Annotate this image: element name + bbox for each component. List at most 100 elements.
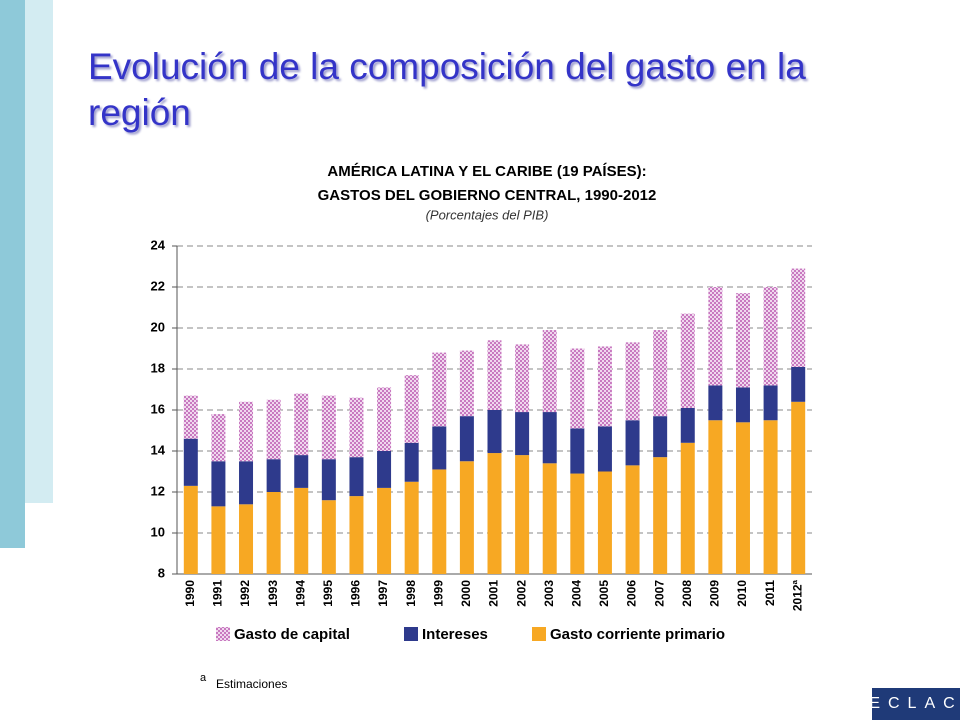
x-tick-label: 2009: [708, 580, 722, 607]
bar-segment: [321, 500, 336, 574]
bar-segment: [321, 395, 336, 460]
bar-segment: [432, 426, 447, 470]
bar-segment: [487, 340, 502, 410]
footnote-marker: a: [200, 672, 207, 684]
x-tick-label: 1995: [321, 580, 335, 607]
x-tick-label: 2012ª: [790, 579, 804, 611]
bar-segment: [239, 401, 254, 462]
bar-segment: [321, 459, 336, 501]
bar-segment: [597, 346, 612, 427]
x-tick-label: 1998: [404, 580, 418, 607]
y-tick-label: 14: [151, 442, 166, 457]
bar-segment: [211, 506, 226, 574]
legend-swatch: [404, 627, 418, 641]
bar-segment: [597, 471, 612, 574]
bar-segment: [653, 457, 668, 574]
legend-label: Intereses: [422, 626, 488, 643]
y-tick-label: 18: [151, 360, 165, 375]
bar-segment: [570, 473, 585, 574]
bar-segment: [570, 348, 585, 429]
slide-title: Evolución de la composición del gasto en…: [88, 46, 806, 133]
bar-segment: [570, 428, 585, 474]
bar-segment: [708, 420, 723, 574]
bar-segment: [791, 401, 806, 574]
y-tick-label: 16: [151, 401, 165, 416]
bar-segment: [211, 461, 226, 507]
bar-segment: [432, 469, 447, 574]
bar-segment: [653, 330, 668, 417]
bar-segment: [735, 387, 750, 423]
bar-segment: [487, 410, 502, 454]
y-tick-label: 10: [151, 524, 165, 539]
x-tick-label: 1999: [431, 580, 445, 607]
bar-segment: [183, 395, 198, 439]
bar-segment: [349, 397, 364, 458]
bar-segment: [791, 268, 806, 367]
x-tick-label: 1990: [183, 580, 197, 607]
bar-segment: [653, 416, 668, 458]
x-tick-label: 1996: [349, 580, 363, 607]
bar-segment: [211, 414, 226, 462]
x-tick-label: 2001: [487, 580, 501, 607]
bar-segment: [294, 487, 309, 574]
bar-segment: [708, 385, 723, 421]
bar-segment: [763, 385, 778, 421]
x-tick-label: 1992: [238, 580, 252, 607]
x-tick-label: 2008: [680, 580, 694, 607]
side-band: [25, 0, 53, 503]
bar-segment: [487, 453, 502, 574]
y-tick-label: 8: [158, 565, 165, 580]
y-tick-label: 20: [151, 319, 165, 334]
bar-segment: [763, 420, 778, 574]
legend-label: Gasto corriente primario: [550, 626, 725, 643]
bar-segment: [404, 442, 419, 482]
bar-segment: [515, 455, 530, 574]
bar-segment: [515, 412, 530, 456]
y-tick-label: 22: [151, 278, 165, 293]
x-tick-label: 1993: [266, 580, 280, 607]
bar-segment: [597, 426, 612, 472]
x-tick-label: 1997: [376, 580, 390, 607]
x-tick-label: 2006: [625, 580, 639, 607]
bar-segment: [239, 461, 254, 505]
bar-segment: [735, 422, 750, 574]
bar-segment: [791, 366, 806, 402]
x-tick-label: 2005: [597, 580, 611, 607]
bar-segment: [377, 387, 392, 451]
bar-segment: [349, 496, 364, 574]
x-tick-label: 2002: [514, 580, 528, 607]
chart-subtitle: (Porcentajes del PIB): [426, 207, 549, 222]
x-tick-label: 2011: [763, 580, 777, 606]
bar-segment: [625, 342, 640, 421]
x-tick-label: 2004: [569, 580, 583, 607]
bar-segment: [404, 481, 419, 574]
logo: ECLAC: [869, 695, 960, 712]
bar-segment: [404, 375, 419, 443]
bar-segment: [183, 438, 198, 486]
bar-segment: [542, 330, 557, 413]
bar-segment: [680, 313, 695, 408]
logo-box: [872, 688, 960, 720]
chart-title: GASTOS DEL GOBIERNO CENTRAL, 1990-2012: [318, 187, 657, 204]
side-band: [0, 0, 25, 548]
bar-segment: [542, 463, 557, 574]
bar-segment: [680, 407, 695, 443]
bar-segment: [680, 442, 695, 574]
bar-segment: [294, 393, 309, 456]
bar-segment: [239, 504, 254, 574]
bar-segment: [266, 399, 281, 460]
bar-segment: [432, 352, 447, 427]
bar-segment: [515, 344, 530, 413]
x-tick-label: 1994: [293, 580, 307, 607]
x-tick-label: 2007: [652, 580, 666, 607]
legend-swatch: [532, 627, 546, 641]
bar-segment: [735, 293, 750, 388]
x-tick-label: 2000: [459, 580, 473, 607]
bar-segment: [625, 420, 640, 466]
bar-segment: [266, 492, 281, 574]
bar-segment: [377, 451, 392, 488]
bar-segment: [763, 287, 778, 386]
bar-segment: [266, 459, 281, 492]
